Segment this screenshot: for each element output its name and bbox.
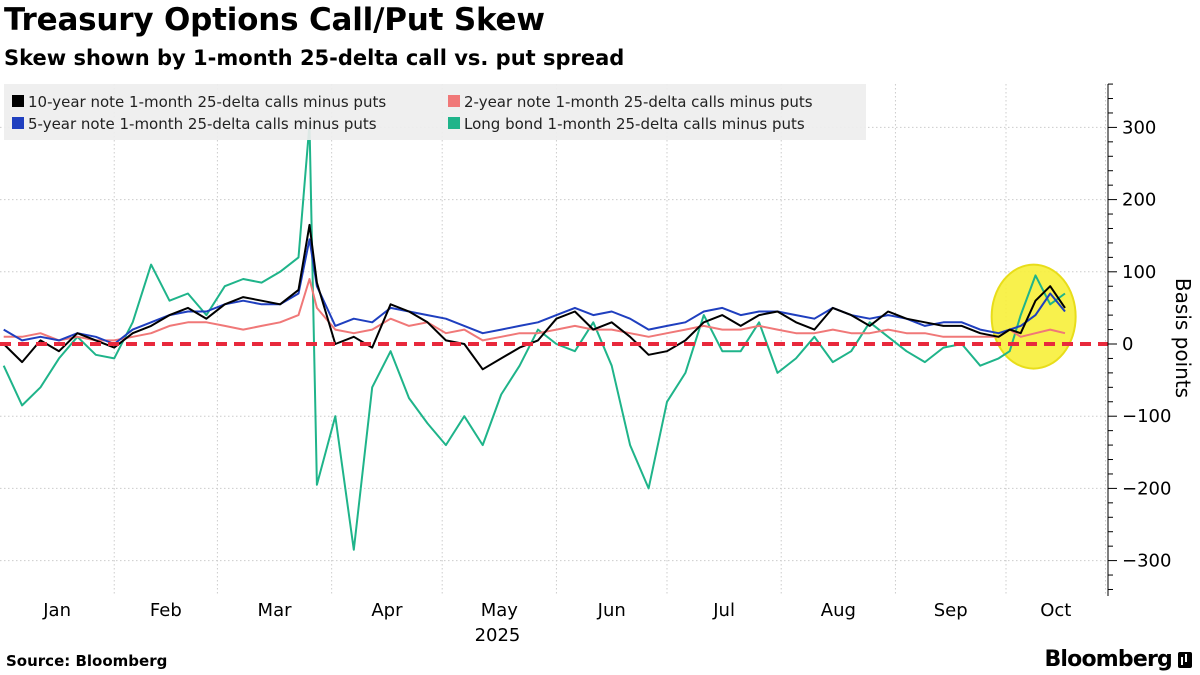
legend-swatch: [448, 117, 460, 129]
y-tick-label: −100: [1122, 406, 1171, 427]
y-tick-label: 100: [1122, 262, 1156, 283]
x-tick-label: Jul: [712, 600, 735, 621]
chart-subtitle: Skew shown by 1-month 25-delta call vs. …: [4, 46, 625, 70]
y-tick-label: 300: [1122, 117, 1156, 138]
x-tick-label: May: [481, 600, 519, 621]
x-tick-label: Sep: [934, 600, 968, 621]
series-line-0: [2, 223, 1066, 371]
series-line-2: [3, 278, 1066, 342]
series-lines: [2, 122, 1066, 551]
chart-title: Treasury Options Call/Put Skew: [4, 2, 545, 38]
legend-swatch: [12, 95, 24, 107]
x-tick-label: Mar: [258, 600, 293, 621]
x-tick-label: Feb: [150, 600, 182, 621]
source-note: Source: Bloomberg: [6, 652, 168, 670]
bloomberg-terminal-icon: [1178, 651, 1192, 668]
legend-label: 2-year note 1-month 25-delta calls minus…: [464, 93, 813, 111]
legend-label: 5-year note 1-month 25-delta calls minus…: [28, 115, 377, 133]
x-tick-label: Jan: [42, 600, 71, 621]
axes: 300 200 100 0 −100 −200 −300 Jan Feb Mar Apr May Jun…: [42, 83, 1195, 646]
y-tick-label: −200: [1122, 478, 1171, 499]
legend-label: 10-year note 1-month 25-delta calls minu…: [28, 93, 386, 111]
x-tick-label: Apr: [371, 600, 403, 621]
series-line-3: [2, 122, 1066, 551]
legend: 10-year note 1-month 25-delta calls minu…: [4, 84, 866, 140]
x-tick-label: Jun: [597, 600, 626, 621]
brand-name: Bloomberg: [1044, 647, 1172, 672]
legend-label: Long bond 1-month 25-delta calls minus p…: [464, 115, 805, 133]
grid-lines: [0, 84, 1108, 596]
x-axis-label: 2025: [475, 625, 521, 646]
y-tick-label: −300: [1122, 551, 1171, 572]
y-tick-label: 200: [1122, 190, 1156, 211]
x-tick-label: Oct: [1040, 600, 1071, 621]
bloomberg-logo: Bloomberg: [1044, 647, 1192, 672]
legend-swatch: [448, 95, 460, 107]
legend-background: [4, 84, 866, 140]
y-tick-label: 0: [1122, 334, 1133, 355]
x-tick-label: Aug: [821, 600, 856, 621]
y-axis-title: Basis points: [1171, 278, 1195, 398]
legend-swatch: [12, 117, 24, 129]
